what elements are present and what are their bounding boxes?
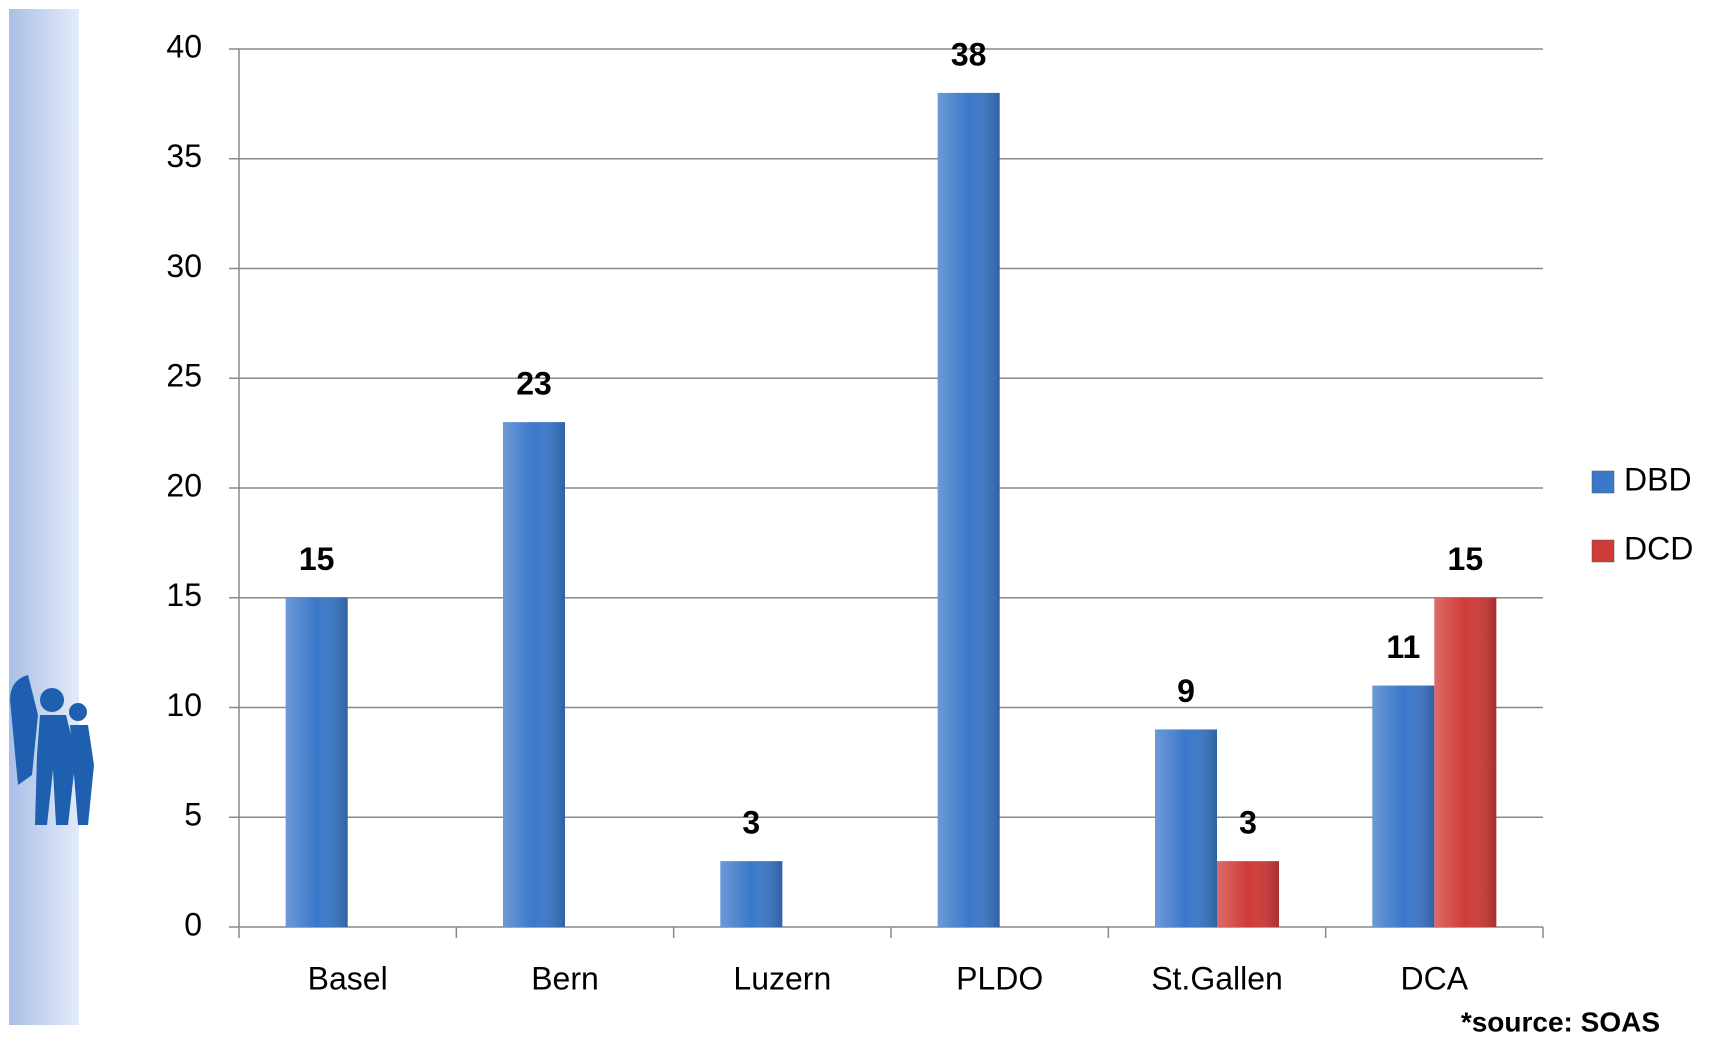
source-note: *source: SOAS (1461, 1006, 1660, 1037)
y-tick-label: 30 (166, 248, 202, 284)
y-tick-label: 25 (166, 358, 202, 394)
bar-shade (1434, 597, 1497, 927)
data-label: 15 (299, 541, 335, 577)
y-tick-label: 35 (166, 138, 202, 174)
side-strip (9, 9, 79, 1025)
x-tick-label: Luzern (733, 960, 831, 996)
bar-shade (285, 597, 348, 927)
x-tick-label: DCA (1401, 960, 1469, 996)
legend-label: DBD (1624, 461, 1692, 497)
y-tick-label: 40 (166, 28, 202, 64)
data-label: 3 (742, 805, 760, 841)
bar-shade (1155, 729, 1217, 927)
legend-swatch (1591, 539, 1615, 563)
bar-shade (503, 422, 565, 927)
y-tick-label: 0 (184, 906, 202, 942)
logo (10, 675, 94, 825)
bar-shade (720, 861, 783, 927)
y-tick-label: 20 (166, 467, 202, 503)
bar-shade (1372, 685, 1435, 927)
data-label: 38 (951, 36, 987, 72)
x-tick-label: Bern (531, 960, 599, 996)
data-label: 23 (516, 366, 552, 402)
data-label: 9 (1177, 673, 1195, 709)
bar-shade (937, 92, 1000, 927)
data-label: 15 (1448, 541, 1484, 577)
data-label: 3 (1239, 805, 1257, 841)
legend-label: DCD (1624, 530, 1693, 566)
legend-swatch (1591, 470, 1615, 494)
y-tick-label: 10 (166, 687, 202, 723)
y-tick-label: 15 (166, 577, 202, 613)
x-tick-label: Basel (308, 960, 388, 996)
y-tick-label: 5 (184, 797, 202, 833)
x-tick-label: St.Gallen (1151, 960, 1283, 996)
data-label: 11 (1386, 629, 1420, 665)
x-tick-label: PLDO (956, 960, 1043, 996)
bar-shade (1217, 861, 1279, 927)
